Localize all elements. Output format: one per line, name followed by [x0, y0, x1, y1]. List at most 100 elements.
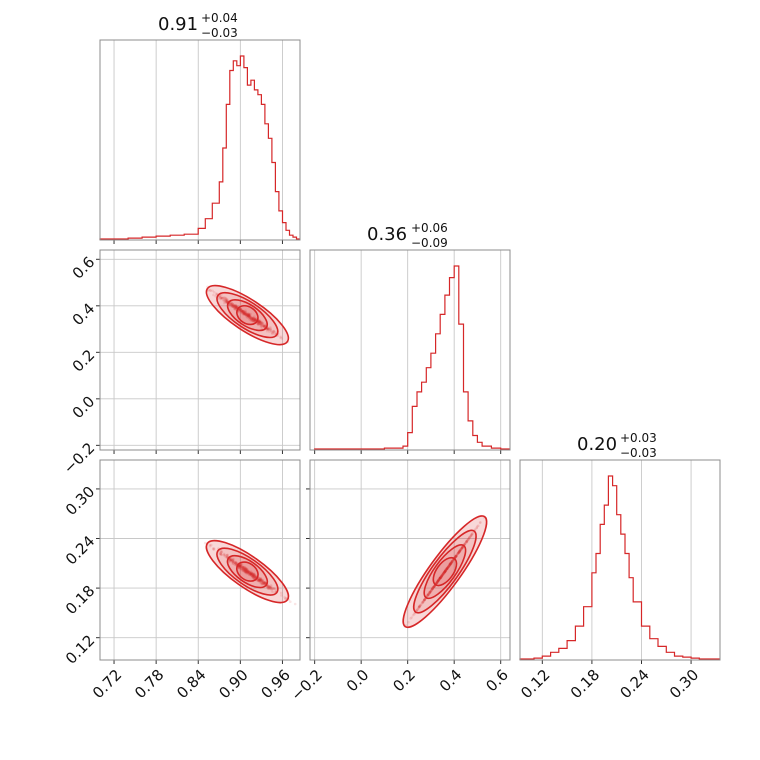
sample-point	[451, 560, 454, 563]
sample-point	[427, 593, 430, 597]
sample-point	[239, 307, 243, 311]
sample-point	[454, 554, 458, 558]
sample-point	[242, 568, 245, 572]
sample-point	[244, 309, 247, 312]
sample-point	[247, 312, 250, 315]
sample-point	[439, 576, 442, 580]
sample-point	[471, 532, 474, 536]
sample-point	[238, 308, 242, 312]
sample-point	[457, 551, 461, 554]
sample-point	[250, 318, 253, 322]
sample-point	[448, 563, 452, 566]
sample-point	[477, 524, 480, 527]
sample-point	[250, 317, 253, 320]
sample-point	[421, 600, 425, 603]
sample-point	[238, 564, 242, 568]
sample-point	[431, 586, 435, 590]
sample-point	[437, 579, 440, 582]
sample-point	[447, 565, 450, 569]
sample-point	[238, 310, 241, 313]
sample-point	[440, 574, 444, 577]
sample-point	[242, 309, 245, 313]
sample-point	[257, 579, 261, 582]
sample-point	[240, 567, 244, 571]
sample-point	[245, 315, 248, 318]
sample-point	[240, 309, 244, 313]
sample-point	[230, 558, 233, 562]
sample-point	[259, 322, 262, 326]
sample-point	[449, 562, 453, 565]
sample-point	[469, 534, 473, 537]
density-contour	[235, 561, 259, 582]
sample-point	[242, 310, 246, 314]
sample-point	[246, 570, 250, 574]
y-tick-label: 0.4	[69, 299, 99, 329]
sample-point	[243, 313, 247, 316]
sample-point	[223, 299, 226, 302]
x-tick-label: 0.12	[517, 666, 553, 702]
sample-point	[245, 313, 248, 317]
sample-point	[234, 304, 237, 307]
sample-point	[245, 312, 249, 316]
sample-point	[240, 568, 244, 572]
sample-point	[247, 571, 251, 575]
sample-point	[436, 580, 440, 583]
sample-point	[417, 605, 421, 609]
median-label-2: 0.20	[577, 434, 617, 455]
sample-point	[246, 312, 250, 316]
sample-point	[239, 564, 243, 567]
y-tick-label: 0.12	[62, 631, 98, 667]
sample-point	[430, 589, 433, 592]
sample-point	[439, 576, 442, 580]
sample-point	[418, 604, 421, 608]
sample-point	[458, 549, 461, 553]
sample-point	[258, 578, 261, 582]
sample-point	[450, 560, 453, 564]
sample-point	[269, 328, 273, 332]
sample-point	[253, 573, 257, 577]
sample-point	[441, 572, 445, 575]
sample-point	[248, 318, 251, 321]
sample-point	[428, 591, 432, 595]
sample-point	[439, 576, 442, 580]
sample-point	[240, 310, 243, 313]
scatter-content	[203, 539, 297, 606]
sample-point	[248, 573, 251, 577]
sample-point	[230, 304, 234, 307]
sample-point	[231, 559, 234, 562]
sample-point	[243, 567, 247, 570]
sample-point	[251, 572, 254, 575]
sample-point	[454, 555, 458, 558]
sample-point	[252, 574, 256, 577]
scatter-frame	[99, 249, 301, 451]
sample-point	[242, 568, 246, 572]
sample-point	[214, 295, 217, 298]
sample-point	[225, 300, 228, 304]
sample-point	[437, 579, 440, 582]
sample-point	[250, 574, 254, 577]
sample-point	[224, 299, 228, 303]
sample-point	[256, 579, 260, 583]
sample-point	[443, 570, 447, 574]
sample-point	[257, 322, 261, 326]
sample-point	[229, 559, 232, 562]
sample-point	[220, 296, 224, 300]
density-contour	[412, 529, 477, 614]
sample-point	[243, 569, 247, 573]
sample-point	[232, 304, 236, 307]
sample-point	[465, 540, 468, 543]
sample-point	[449, 561, 453, 564]
sample-point	[427, 592, 430, 596]
sample-point	[448, 563, 452, 567]
sample-point	[435, 581, 438, 585]
sample-point	[263, 325, 266, 329]
sample-point	[428, 590, 432, 594]
sample-point	[253, 573, 256, 576]
sample-point	[258, 578, 262, 582]
sample-point	[252, 319, 255, 322]
sample-point	[432, 585, 436, 589]
sample-point	[247, 315, 251, 318]
sample-point	[442, 572, 445, 576]
sample-point	[419, 604, 422, 607]
